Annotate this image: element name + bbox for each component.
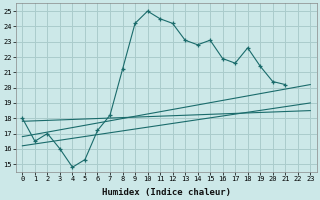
X-axis label: Humidex (Indice chaleur): Humidex (Indice chaleur) <box>102 188 231 197</box>
